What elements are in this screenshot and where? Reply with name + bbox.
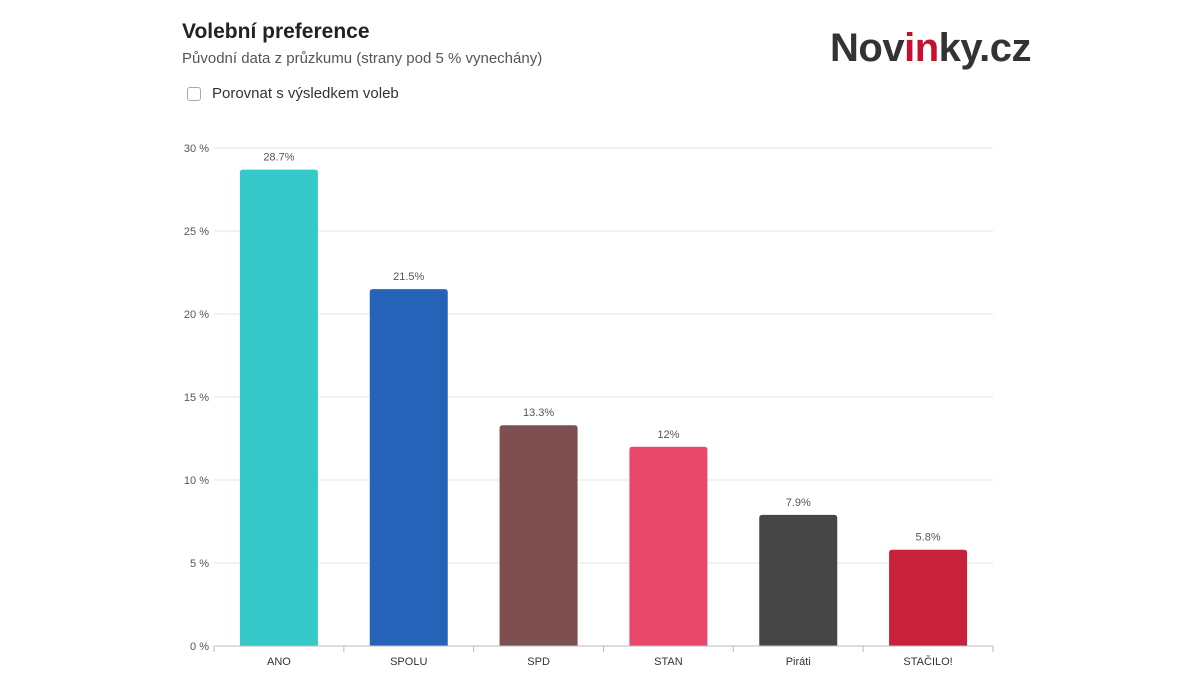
compare-checkbox[interactable] bbox=[187, 86, 201, 101]
logo-text-tail: ky.cz bbox=[938, 26, 1032, 70]
x-tick-label: SPOLU bbox=[390, 656, 427, 668]
y-tick-label: 0 % bbox=[190, 641, 209, 653]
bar bbox=[629, 446, 708, 646]
bar bbox=[889, 549, 968, 646]
bar bbox=[759, 514, 838, 646]
y-tick-label: 5 % bbox=[190, 558, 209, 570]
data-label: 12% bbox=[657, 429, 679, 441]
y-tick-label: 25 % bbox=[184, 226, 209, 238]
y-tick-label: 10 % bbox=[184, 475, 209, 487]
grid-lines bbox=[214, 147, 993, 564]
chart-subtitle: Původní data z průzkumu (strany pod 5 % … bbox=[182, 50, 543, 67]
compare-toggle[interactable]: Porovnat s výsledkem voleb bbox=[187, 85, 399, 102]
y-axis-ticks: 0 % 5 % 10 % 15 % 20 % 25 % 30 % bbox=[184, 143, 209, 653]
bar bbox=[369, 289, 448, 646]
chart-title: Volební preference bbox=[182, 20, 370, 43]
data-label: 21.5% bbox=[393, 271, 424, 283]
data-label: 5.8% bbox=[916, 532, 941, 544]
bar bbox=[239, 169, 318, 646]
x-axis: ANO SPOLU SPD STAN Piráti STAČILO! bbox=[213, 645, 994, 668]
logo-text-main: Nov bbox=[830, 26, 905, 70]
x-tick-label: STAČILO! bbox=[903, 655, 952, 668]
logo-text-accent: in bbox=[904, 26, 939, 70]
y-tick-label: 30 % bbox=[184, 143, 209, 155]
x-tick-label: STAN bbox=[654, 656, 683, 668]
data-label: 7.9% bbox=[786, 497, 811, 509]
x-tick-label: ANO bbox=[267, 656, 291, 668]
data-label: 28.7% bbox=[263, 152, 294, 164]
x-tick-label: SPD bbox=[527, 656, 550, 668]
novinky-logo[interactable]: Novinky.cz bbox=[830, 26, 1032, 70]
data-label: 13.3% bbox=[523, 407, 554, 419]
y-tick-label: 15 % bbox=[184, 392, 209, 404]
compare-label: Porovnat s výsledkem voleb bbox=[212, 85, 399, 102]
y-tick-label: 20 % bbox=[184, 309, 209, 321]
bar bbox=[499, 425, 578, 646]
bars: 28.7% 21.5% 13.3% 12% 7.9% 5.8% bbox=[239, 152, 968, 646]
x-tick-label: Piráti bbox=[786, 656, 811, 668]
